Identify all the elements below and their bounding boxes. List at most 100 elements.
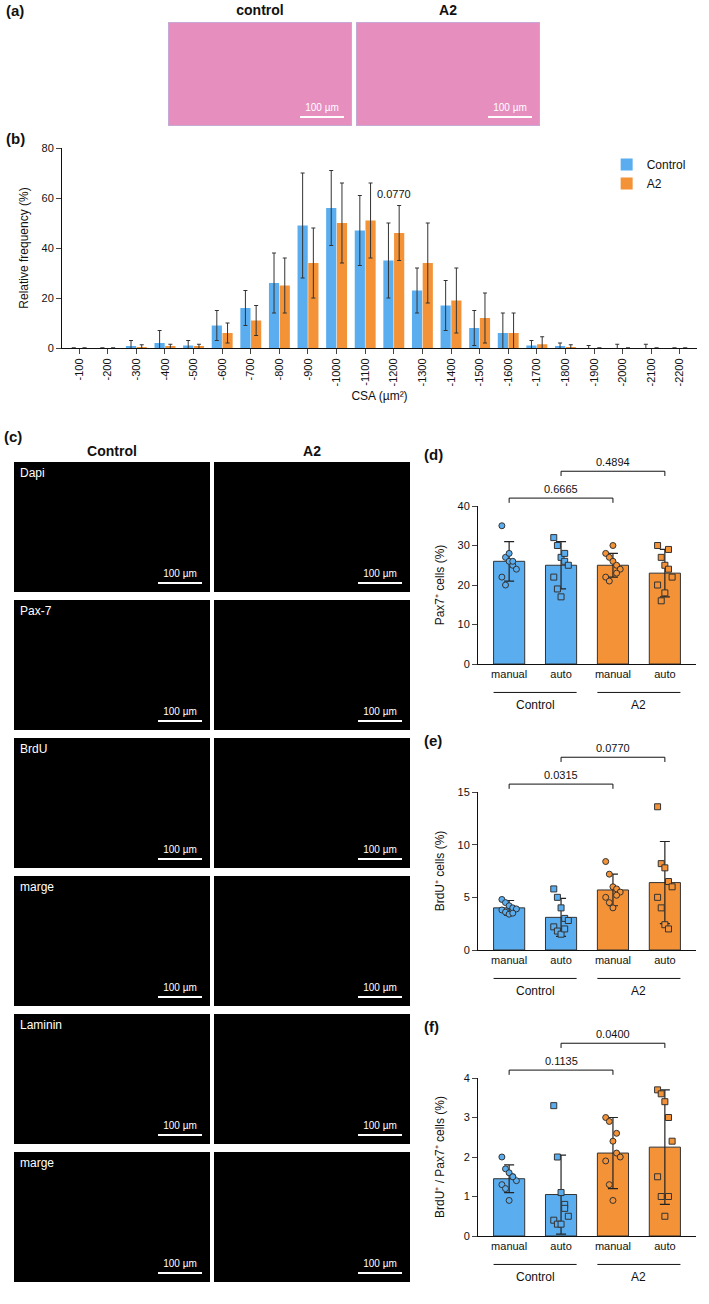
- svg-text:20: 20: [42, 292, 54, 304]
- svg-text:80: 80: [42, 142, 54, 154]
- svg-text:0.0315: 0.0315: [544, 769, 578, 781]
- html-text:(c): (c): [4, 428, 23, 445]
- svg-text:40: 40: [42, 242, 54, 254]
- html-text:Control: Control: [87, 443, 137, 459]
- svg-text:0: 0: [464, 658, 470, 670]
- svg-text:-1600: -1600: [502, 358, 514, 386]
- svg-text:BrdU⁺ cells (%): BrdU⁺ cells (%): [433, 831, 447, 912]
- svg-text:-800: -800: [273, 358, 285, 380]
- svg-text:3: 3: [464, 1111, 470, 1123]
- svg-text:manual: manual: [595, 954, 631, 966]
- svg-text:-200: -200: [101, 358, 113, 380]
- svg-text:-100: -100: [73, 358, 85, 380]
- svg-text:1: 1: [464, 1190, 470, 1202]
- html-text:A2: A2: [439, 2, 457, 18]
- svg-text:20: 20: [458, 579, 470, 591]
- svg-text:0: 0: [464, 1230, 470, 1242]
- html-text:marge: marge: [20, 880, 54, 894]
- svg-text:-2200: -2200: [673, 358, 685, 386]
- svg-text:40: 40: [458, 500, 470, 512]
- svg-text:-2000: -2000: [616, 358, 628, 386]
- svg-text:0: 0: [48, 342, 54, 354]
- html-text:100 µm: 100 µm: [163, 982, 197, 993]
- svg-text:-1100: -1100: [359, 358, 371, 385]
- svg-text:15: 15: [458, 786, 470, 798]
- svg-text:-600: -600: [216, 358, 228, 380]
- html-text:A2: A2: [303, 443, 321, 459]
- svg-text:Relative frequency (%): Relative frequency (%): [17, 187, 31, 308]
- svg-text:-1000: -1000: [330, 358, 342, 386]
- svg-text:-700: -700: [244, 358, 256, 380]
- svg-text:30: 30: [458, 539, 470, 551]
- svg-text:manual: manual: [491, 1240, 527, 1252]
- svg-text:-1400: -1400: [445, 358, 457, 386]
- html-text:Laminin: Laminin: [20, 1018, 62, 1032]
- html-text:marge: marge: [20, 1156, 54, 1170]
- svg-text:A2: A2: [631, 1270, 646, 1284]
- svg-text:manual: manual: [595, 1240, 631, 1252]
- svg-text:A2: A2: [631, 698, 646, 712]
- html-text:100 µm: 100 µm: [363, 706, 397, 717]
- svg-text:Control: Control: [516, 984, 555, 998]
- html-text:100 µm: 100 µm: [363, 982, 397, 993]
- html-text:(b): (b): [6, 130, 26, 147]
- svg-text:2: 2: [464, 1151, 470, 1163]
- html-text:(f): (f): [424, 1018, 439, 1035]
- svg-text:5: 5: [464, 891, 470, 903]
- svg-text:-1800: -1800: [559, 358, 571, 386]
- svg-text:60: 60: [42, 192, 54, 204]
- svg-text:A2: A2: [647, 177, 662, 191]
- svg-text:-1200: -1200: [387, 358, 399, 386]
- svg-text:4: 4: [464, 1072, 470, 1084]
- html-text:BrdU: BrdU: [20, 742, 48, 756]
- svg-text:auto: auto: [654, 668, 675, 680]
- svg-text:Control: Control: [516, 698, 555, 712]
- html-text:(e): (e): [424, 732, 443, 749]
- svg-text:-500: -500: [187, 358, 199, 380]
- html-text:control: control: [236, 2, 284, 18]
- svg-text:10: 10: [458, 839, 470, 851]
- svg-text:0.4894: 0.4894: [596, 456, 630, 468]
- svg-text:A2: A2: [631, 984, 646, 998]
- svg-text:10: 10: [458, 618, 470, 630]
- svg-text:auto: auto: [654, 1240, 675, 1252]
- svg-text:Control: Control: [516, 1270, 555, 1284]
- html-text:Dapi: Dapi: [20, 466, 45, 480]
- svg-text:auto: auto: [550, 1240, 571, 1252]
- svg-text:-1500: -1500: [473, 358, 485, 386]
- html-text:100 µm: 100 µm: [163, 844, 197, 855]
- html-text:100 µm: 100 µm: [493, 102, 527, 113]
- svg-text:0.0770: 0.0770: [596, 742, 630, 754]
- svg-text:auto: auto: [654, 954, 675, 966]
- svg-text:0.6665: 0.6665: [544, 483, 578, 495]
- html-text:(a): (a): [6, 2, 25, 19]
- svg-text:manual: manual: [595, 668, 631, 680]
- svg-text:Control: Control: [647, 158, 686, 172]
- html-text:100 µm: 100 µm: [163, 568, 197, 579]
- svg-text:-2100: -2100: [645, 358, 657, 386]
- html-text:100 µm: 100 µm: [363, 568, 397, 579]
- html-text:100 µm: 100 µm: [305, 102, 339, 113]
- svg-text:0: 0: [464, 944, 470, 956]
- svg-text:0.1135: 0.1135: [545, 1055, 578, 1067]
- svg-text:-400: -400: [159, 358, 171, 380]
- html-text:100 µm: 100 µm: [163, 1120, 197, 1131]
- svg-text:manual: manual: [491, 668, 527, 680]
- svg-text:-1900: -1900: [588, 358, 600, 386]
- svg-text:0.0400: 0.0400: [596, 1028, 630, 1040]
- svg-text:CSA (µm²): CSA (µm²): [351, 389, 407, 403]
- svg-text:auto: auto: [550, 954, 571, 966]
- html-text:Pax-7: Pax-7: [20, 604, 52, 618]
- svg-text:auto: auto: [550, 668, 571, 680]
- svg-text:-1300: -1300: [416, 358, 428, 386]
- svg-text:-900: -900: [302, 358, 314, 380]
- html-text:100 µm: 100 µm: [363, 844, 397, 855]
- svg-text:0.0770: 0.0770: [377, 188, 411, 200]
- html-text:100 µm: 100 µm: [163, 706, 197, 717]
- html-text:(d): (d): [424, 446, 444, 463]
- svg-text:-1700: -1700: [530, 358, 542, 386]
- svg-text:-300: -300: [130, 358, 142, 380]
- svg-text:Pax7⁺ cells (%): Pax7⁺ cells (%): [433, 545, 447, 626]
- svg-text:BrdU⁺ / Pax7⁺ cells (%): BrdU⁺ / Pax7⁺ cells (%): [433, 1096, 447, 1218]
- svg-text:manual: manual: [491, 954, 527, 966]
